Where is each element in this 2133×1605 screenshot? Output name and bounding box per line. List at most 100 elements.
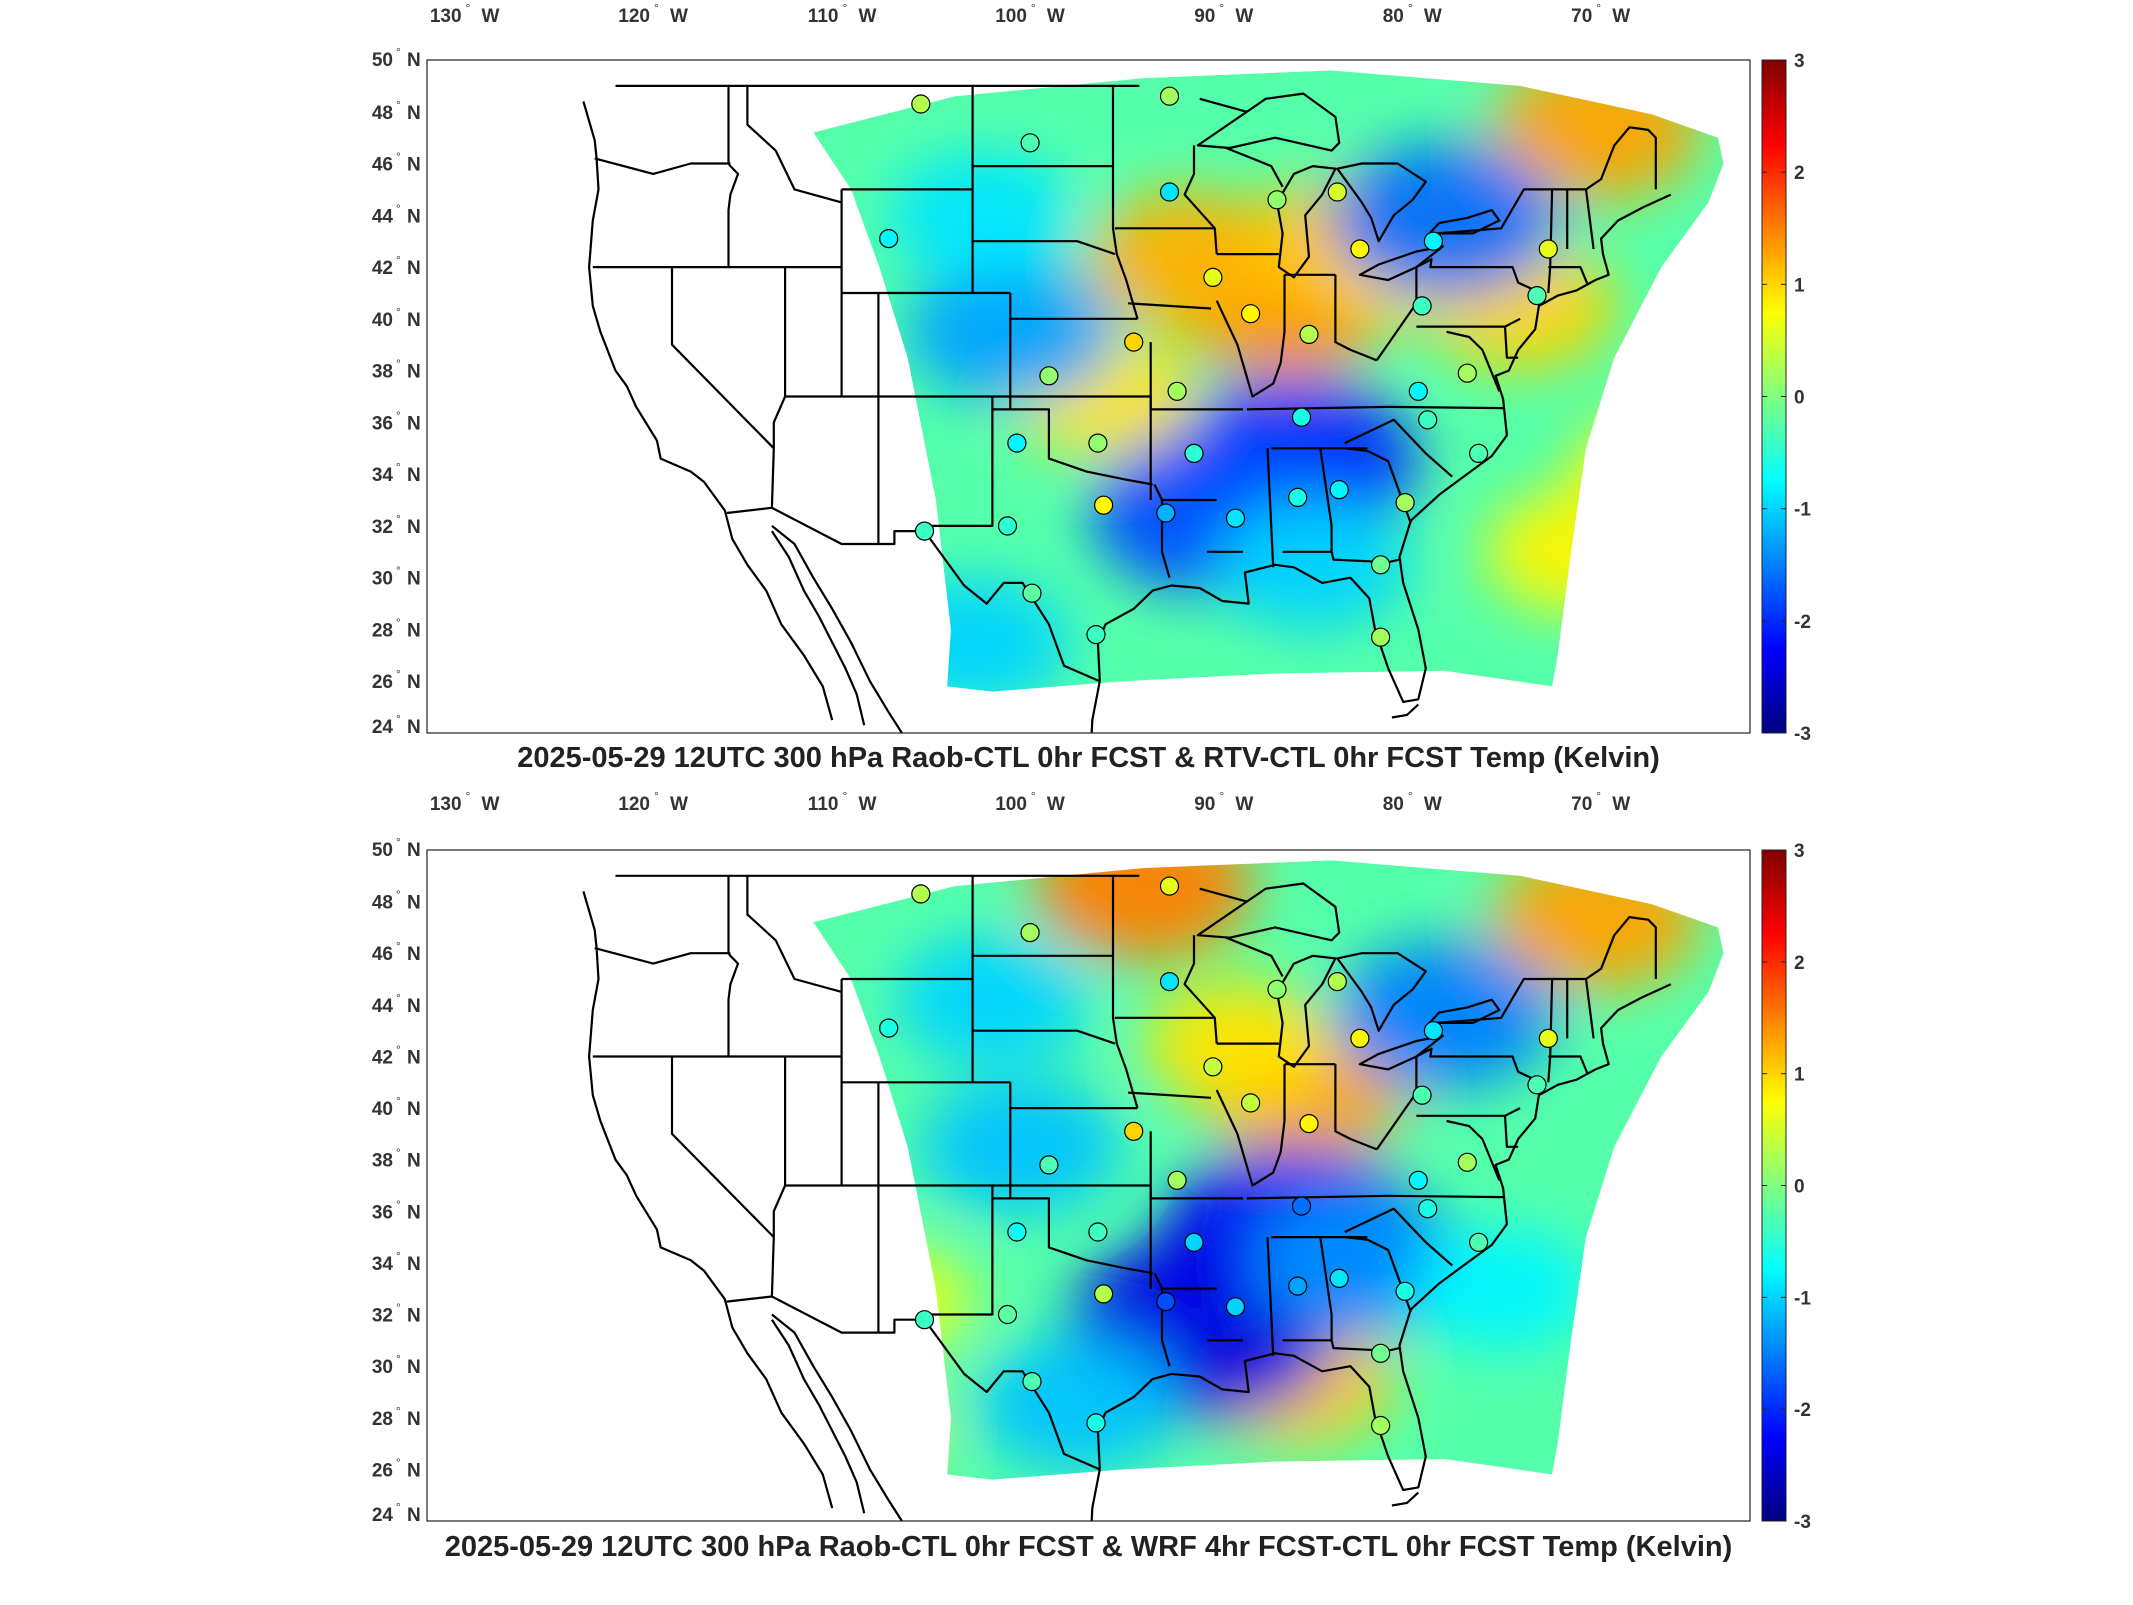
svg-text:44: 44 xyxy=(372,996,394,1017)
svg-text:N: N xyxy=(407,1357,421,1378)
svg-text:°: ° xyxy=(396,667,401,681)
svg-text:N: N xyxy=(407,672,421,693)
svg-text:°: ° xyxy=(466,1,471,15)
svg-text:38: 38 xyxy=(372,362,393,383)
svg-text:110: 110 xyxy=(808,6,839,27)
great-lake xyxy=(1336,952,1427,1032)
svg-text:32: 32 xyxy=(372,1306,393,1327)
raob-station-marker xyxy=(997,516,1018,536)
colorbar-tick-label: 3 xyxy=(1794,841,1805,862)
great-lake xyxy=(1196,882,1341,942)
state-line xyxy=(1225,936,1284,978)
lat-tick-label: 40 ° N xyxy=(372,305,421,331)
svg-text:W: W xyxy=(858,794,876,815)
lat-tick-label: 50 ° N xyxy=(372,835,421,861)
state-line xyxy=(924,396,994,527)
anomaly-zone xyxy=(1331,143,1558,298)
lat-tick-label: 44 ° N xyxy=(372,991,421,1017)
state-line xyxy=(924,1185,994,1316)
raob-station-marker xyxy=(1299,324,1319,344)
raob-station-marker xyxy=(911,884,931,904)
svg-text:30: 30 xyxy=(372,569,393,590)
map-frame xyxy=(426,849,1751,1522)
svg-text:W: W xyxy=(1612,6,1630,27)
svg-text:°: ° xyxy=(654,1,659,15)
coastline xyxy=(1090,1469,1101,1521)
coastline xyxy=(770,1319,866,1514)
map-panel-1: 130 ° W 120 ° W 110 ° W 100 ° W 90 ° W 80 ° W 70 ° W50 ° N48 ° N… xyxy=(372,1,1811,774)
colorbar-tick-label: 2 xyxy=(1794,953,1805,974)
svg-text:W: W xyxy=(1424,6,1442,27)
state-line xyxy=(1215,1064,1286,1187)
svg-text:70: 70 xyxy=(1571,794,1592,815)
svg-text:N: N xyxy=(407,1254,421,1275)
raob-station-marker xyxy=(1457,1152,1477,1172)
raob-station-marker xyxy=(1039,1155,1059,1175)
raob-station-marker xyxy=(1370,555,1391,575)
svg-text:°: ° xyxy=(396,1094,401,1108)
svg-text:°: ° xyxy=(396,408,401,422)
anomaly-zone xyxy=(978,1337,1177,1473)
raob-station-marker xyxy=(1020,922,1040,943)
svg-text:N: N xyxy=(407,893,421,914)
svg-text:W: W xyxy=(1047,794,1065,815)
raob-station-marker xyxy=(1395,493,1415,513)
colorbar-tick-label: 1 xyxy=(1794,275,1805,296)
raob-station-marker xyxy=(1412,296,1432,316)
svg-text:N: N xyxy=(407,1099,421,1120)
state-line xyxy=(594,947,731,965)
svg-text:°: ° xyxy=(654,789,659,803)
svg-text:48: 48 xyxy=(372,893,393,914)
raob-station-marker xyxy=(1022,583,1042,603)
raob-station-marker xyxy=(1418,1199,1438,1219)
svg-text:°: ° xyxy=(396,1352,401,1366)
state-line xyxy=(1183,935,1218,1044)
state-line xyxy=(1344,1207,1453,1267)
state-line xyxy=(1503,326,1519,359)
svg-text:°: ° xyxy=(396,835,401,849)
raob-station-marker xyxy=(1538,239,1558,259)
lon-tick-label: 90 ° W xyxy=(1194,789,1253,815)
svg-text:°: ° xyxy=(396,564,401,578)
svg-text:N: N xyxy=(407,717,421,738)
raob-station-marker xyxy=(1156,1291,1176,1312)
raob-station-marker xyxy=(1327,182,1347,202)
state-line xyxy=(1334,1064,1378,1151)
state-line xyxy=(770,267,787,508)
lon-tick-label: 70 ° W xyxy=(1571,789,1630,815)
state-line xyxy=(1344,418,1453,478)
lat-tick-label: 30 ° N xyxy=(372,564,421,590)
svg-text:°: ° xyxy=(396,253,401,267)
svg-text:W: W xyxy=(1235,6,1253,27)
raob-station-marker xyxy=(1039,366,1059,386)
coastline xyxy=(1096,983,1672,1492)
svg-text:44: 44 xyxy=(372,206,394,227)
state-line xyxy=(1330,551,1400,564)
raob-station-marker xyxy=(1159,86,1180,106)
raob-station-marker xyxy=(1203,267,1223,287)
svg-text:°: ° xyxy=(396,305,401,319)
svg-text:°: ° xyxy=(842,789,847,803)
lon-tick-label: 100 ° W xyxy=(995,1,1065,27)
raob-station-marker xyxy=(1327,971,1347,992)
svg-text:50: 50 xyxy=(372,50,393,71)
state-line xyxy=(1128,1091,1212,1099)
anomaly-zone xyxy=(921,1079,1120,1215)
lat-tick-label: 48 ° N xyxy=(372,888,421,914)
coastline xyxy=(582,101,834,721)
svg-text:°: ° xyxy=(396,357,401,371)
coastline xyxy=(771,525,903,733)
colorbar-tick-label: -3 xyxy=(1794,724,1811,745)
anomaly-zone xyxy=(1033,860,1254,961)
raob-station-marker xyxy=(1167,1170,1187,1190)
svg-text:120: 120 xyxy=(618,794,650,815)
raob-station-marker xyxy=(1468,1232,1489,1252)
panel-title: 2025-05-29 12UTC 300 hPa Raob-CTL 0hr FC… xyxy=(517,742,1660,774)
lon-tick-label: 130 ° W xyxy=(430,789,500,815)
state-line xyxy=(1246,405,1504,411)
lat-tick-label: 34 ° N xyxy=(372,1249,421,1275)
svg-text:80: 80 xyxy=(1383,6,1404,27)
svg-text:N: N xyxy=(407,620,421,641)
panel-title: 2025-05-29 12UTC 300 hPa Raob-CTL 0hr FC… xyxy=(445,1531,1733,1563)
svg-text:N: N xyxy=(407,1047,421,1068)
